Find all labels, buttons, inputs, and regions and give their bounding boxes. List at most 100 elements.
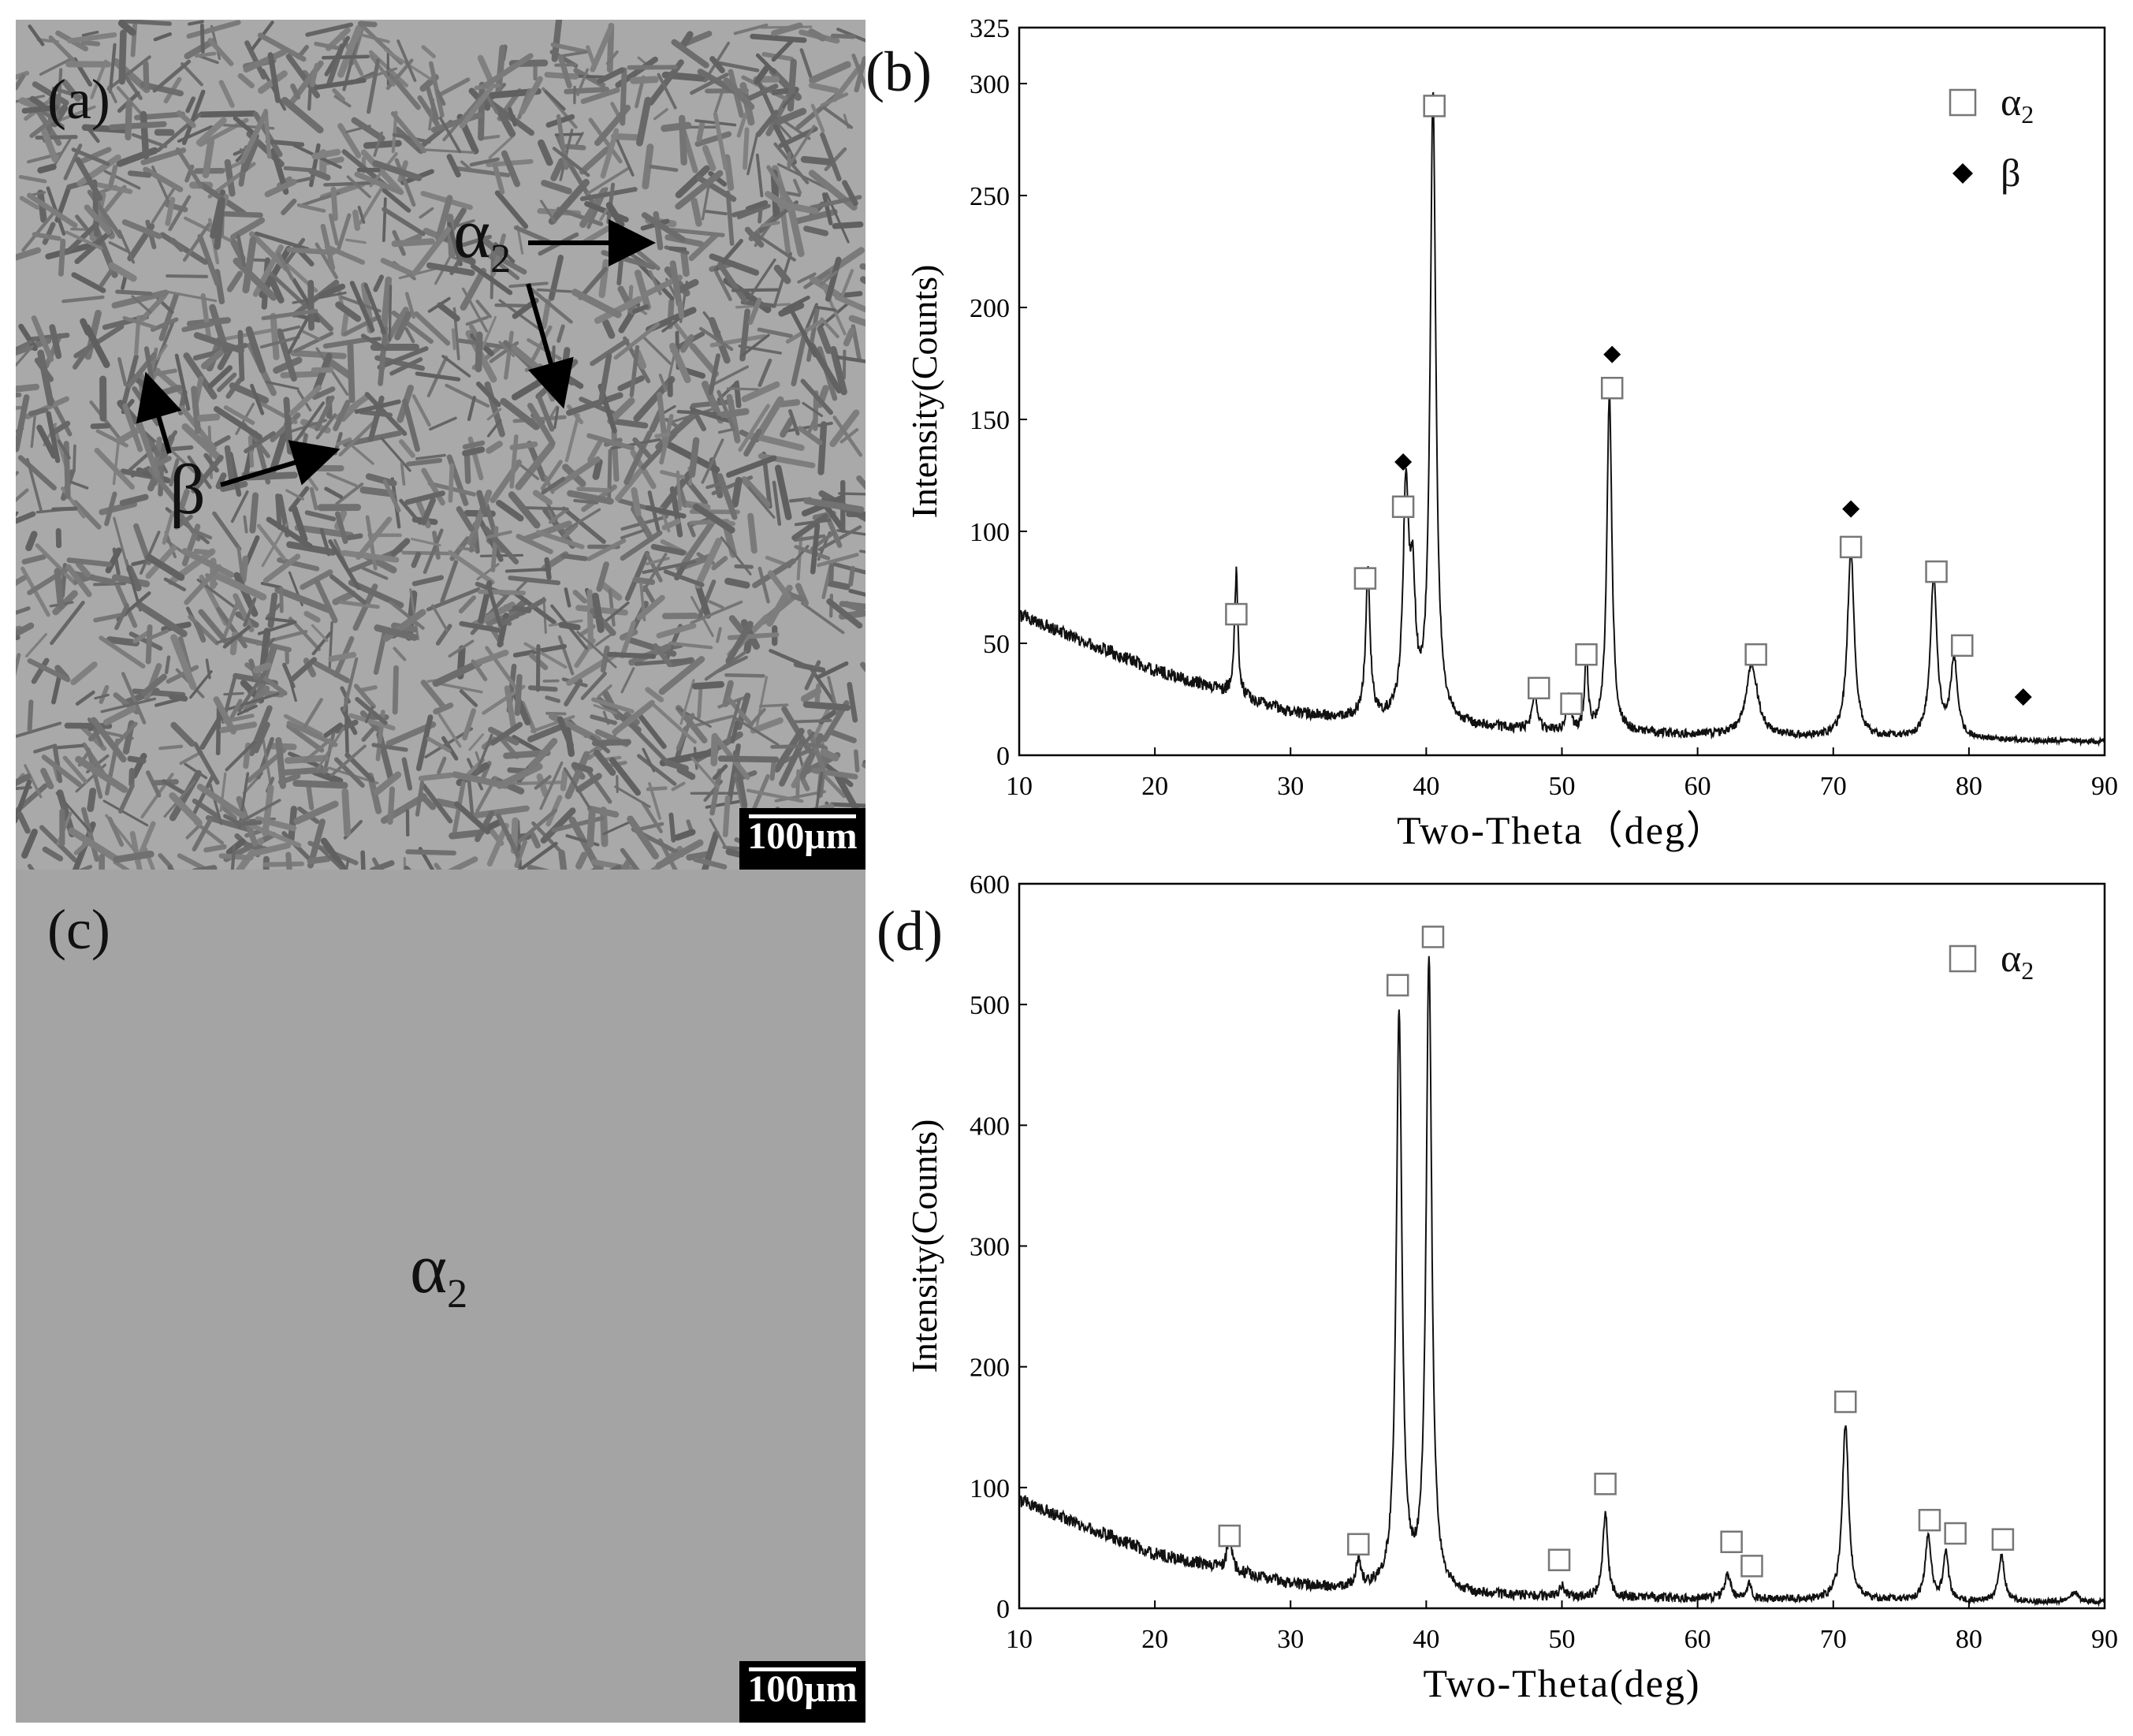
alpha2-peak-marker xyxy=(1918,1508,1941,1532)
beta-peak-marker xyxy=(1603,345,1621,363)
x-tick-label: 70 xyxy=(1820,1625,1847,1654)
y-tick-label: 0 xyxy=(996,1595,1010,1624)
legend-label: α2 xyxy=(2001,80,2034,129)
x-tick-label: 30 xyxy=(1277,772,1304,801)
scale-bar-c: 100μm xyxy=(739,1661,865,1723)
alpha2-peak-marker xyxy=(1925,560,1948,583)
x-tick-label: 30 xyxy=(1277,1625,1304,1654)
micrograph-c: (c) α2 100μm xyxy=(16,870,865,1723)
y-tick-label: 200 xyxy=(970,294,1010,323)
x-tick-label: 50 xyxy=(1549,1625,1576,1654)
legend-beta-marker xyxy=(1952,163,1973,184)
plot-frame xyxy=(1018,882,2106,1610)
scale-bar-c-label: 100μm xyxy=(747,1668,858,1710)
diffraction-trace xyxy=(1018,956,2105,1607)
alpha2-peak-marker xyxy=(1600,376,1624,400)
y-tick-label: 300 xyxy=(970,70,1010,99)
alpha2-peak-marker xyxy=(1218,1524,1241,1548)
alpha2-peak-marker xyxy=(1833,1390,1857,1414)
y-axis-label: Intensity(Counts) xyxy=(904,265,944,519)
beta-annotation-symbol: β xyxy=(169,451,206,529)
diffraction-trace xyxy=(1018,91,2105,747)
x-tick-label: 90 xyxy=(2091,772,2118,801)
y-tick-label: 600 xyxy=(970,870,1010,900)
x-tick-label: 60 xyxy=(1684,772,1711,801)
y-tick-label: 50 xyxy=(983,630,1010,659)
alpha2-peak-marker xyxy=(1421,926,1445,948)
beta-peak-marker xyxy=(2014,688,2032,706)
y-tick-label: 100 xyxy=(970,518,1010,547)
micrograph-a-annotations xyxy=(136,219,656,487)
micrograph-a: (a) α2 β 100μm xyxy=(16,20,865,870)
alpha2-peak-marker xyxy=(1347,1533,1370,1556)
alpha2-peak-marker xyxy=(1594,1472,1617,1496)
legend-label: α2 xyxy=(2001,936,2034,985)
alpha2-peak-marker xyxy=(1951,634,1974,658)
beta-annotation: β xyxy=(169,449,206,531)
x-tick-label: 50 xyxy=(1549,772,1576,801)
alpha2-phase-sub: 2 xyxy=(447,1272,468,1317)
alpha2-peak-marker xyxy=(1423,95,1446,117)
alpha2-annotation-sub: 2 xyxy=(490,237,512,281)
plot-frame xyxy=(1018,26,2106,757)
panel-label-b: (b) xyxy=(865,40,932,103)
y-tick-label: 0 xyxy=(996,742,1010,771)
scale-bar-a-line xyxy=(749,814,856,818)
xrd-chart-d: 10 20 30 40 50 60 70 80 90 0 100 200 300 400 500 600 Two… xyxy=(904,870,2118,1705)
xrd-chart-b: 10 20 30 40 50 60 70 80 90 0 50 100 150 200 250 300 325 T… xyxy=(904,14,2118,852)
alpha2-peak-marker xyxy=(1353,567,1377,590)
alpha2-peak-marker xyxy=(1391,495,1415,519)
y-tick-label: 200 xyxy=(970,1354,1010,1383)
y-tick-label: 150 xyxy=(970,406,1010,435)
y-tick-label: 300 xyxy=(970,1233,1010,1262)
x-tick-label: 20 xyxy=(1141,772,1168,801)
alpha2-peak-marker xyxy=(1527,676,1550,700)
y-axis-label: Intensity(Counts) xyxy=(904,1119,944,1373)
panel-label-c: (c) xyxy=(47,898,110,961)
y-tick-label: 325 xyxy=(970,14,1010,43)
alpha2-peak-marker xyxy=(1744,643,1767,666)
alpha2-peak-marker xyxy=(1740,1555,1763,1578)
alpha2-phase-label: α2 xyxy=(410,1228,467,1317)
alpha2-peak-marker xyxy=(1547,1548,1571,1571)
alpha2-peak-marker xyxy=(1575,643,1598,666)
x-tick-label: 40 xyxy=(1413,772,1439,801)
beta-arrow-2 xyxy=(220,440,341,487)
beta-peak-marker xyxy=(1394,453,1413,471)
y-tick-label: 500 xyxy=(970,991,1010,1020)
scale-bar-c-line xyxy=(749,1667,856,1671)
x-tick-label: 80 xyxy=(1956,1625,1982,1654)
panel-label-d: (d) xyxy=(877,900,943,963)
legend-alpha2-marker xyxy=(1949,88,1977,117)
beta-peak-marker xyxy=(1842,500,1860,518)
x-tick-label: 10 xyxy=(1006,772,1033,801)
beta-arrow-1 xyxy=(136,371,182,454)
x-tick-label: 40 xyxy=(1413,1625,1439,1654)
alpha2-peak-marker xyxy=(1720,1530,1743,1554)
alpha2-annotation: α2 xyxy=(453,193,511,282)
x-axis-label: Two-Theta(deg) xyxy=(1423,1661,1700,1705)
x-tick-label: 80 xyxy=(1956,772,1982,801)
scale-bar-a: 100μm xyxy=(739,808,865,870)
x-tick-label: 60 xyxy=(1684,1625,1711,1654)
alpha2-peak-marker xyxy=(1839,535,1863,559)
alpha2-phase-symbol: α xyxy=(410,1230,448,1308)
legend-label: β xyxy=(2001,151,2020,195)
x-tick-label: 10 xyxy=(1006,1625,1033,1654)
panel-label-a: (a) xyxy=(47,68,110,131)
alpha2-peak-marker xyxy=(1991,1528,2015,1551)
x-tick-label: 70 xyxy=(1820,772,1847,801)
x-tick-label: 90 xyxy=(2091,1625,2118,1654)
alpha2-arrow-2 xyxy=(526,283,574,409)
legend-alpha2-marker xyxy=(1949,944,1977,973)
alpha2-peak-marker xyxy=(1225,602,1248,626)
y-tick-label: 400 xyxy=(970,1112,1010,1141)
alpha2-peak-marker xyxy=(1386,974,1409,997)
alpha2-annotation-symbol: α xyxy=(453,195,491,273)
x-tick-label: 20 xyxy=(1141,1625,1168,1654)
y-tick-label: 250 xyxy=(970,182,1010,211)
alpha2-peak-marker xyxy=(1944,1522,1967,1545)
x-axis-label: Two-Theta（deg） xyxy=(1397,808,1727,852)
alpha2-peak-marker xyxy=(1560,692,1583,715)
scale-bar-a-label: 100μm xyxy=(747,815,858,857)
